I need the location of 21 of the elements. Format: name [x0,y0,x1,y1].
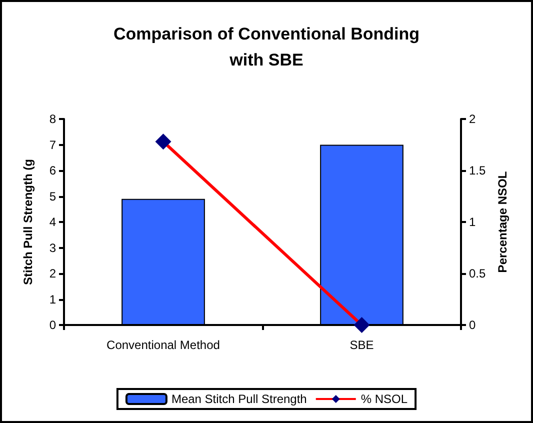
y2-tick-label: 1 [469,215,476,229]
legend-label: Mean Stitch Pull Strength [171,392,307,406]
y2-tick-label: 1.5 [469,164,486,178]
y2-axis-title: Percentage NSOL [496,171,510,273]
x-tick-label: Conventional Method [106,338,220,352]
y-tick-label: 1 [49,292,56,306]
y-tick-label: 4 [49,215,56,229]
y-axis-title: Stitch Pull Strength (g [21,159,35,285]
y-tick-label: 2 [49,266,56,280]
y-tick-label: 0 [49,318,56,332]
chart-title: Comparison of Conventional Bonding with SBE [114,24,420,70]
y-tick-label: 7 [49,138,56,152]
y2-tick-label: 2 [469,112,476,126]
y-tick-label: 6 [49,164,56,178]
legend-label: % NSOL [360,392,408,406]
y-tick-label: 8 [49,112,56,126]
x-tick-label: SBE [350,338,374,352]
y2-tick-label: 0 [469,318,476,332]
y-tick-label: 3 [49,240,56,255]
y-tick-label: 5 [49,189,56,204]
y2-tick-label: 0.5 [469,266,486,280]
